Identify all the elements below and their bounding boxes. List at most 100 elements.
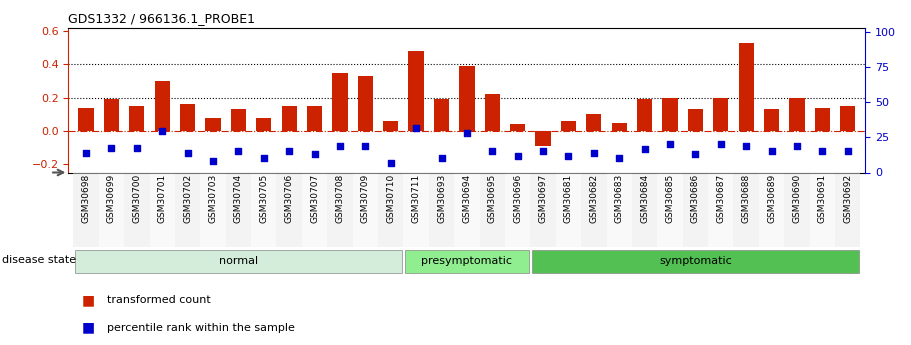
Bar [561,121,576,131]
Point [840,148,855,154]
Bar [607,172,632,247]
Bar [759,172,784,247]
Bar [277,172,302,247]
Bar [256,118,271,131]
Text: symptomatic: symptomatic [659,256,732,266]
Bar [104,99,119,131]
Text: GSM30690: GSM30690 [793,174,802,223]
Bar [180,104,195,131]
Bar [739,42,753,131]
Text: GSM30707: GSM30707 [310,174,319,223]
Point [358,143,373,149]
Text: disease state: disease state [2,256,76,265]
Text: GSM30703: GSM30703 [209,174,218,223]
Bar [455,172,479,247]
Point [713,141,728,147]
Point [435,155,449,160]
Bar [586,114,601,131]
Bar [353,172,378,247]
Text: GSM30700: GSM30700 [132,174,141,223]
Point [281,148,296,154]
Bar [662,98,678,131]
Bar [281,106,297,131]
Bar [784,172,810,247]
Bar [358,76,373,131]
Point [104,145,118,150]
Point [790,143,804,149]
Text: GSM30684: GSM30684 [640,174,650,223]
Bar [459,66,475,131]
Bar [98,172,124,247]
Text: GSM30710: GSM30710 [386,174,395,223]
Point [764,148,779,154]
Bar [556,172,581,247]
Bar [713,98,729,131]
Text: GSM30706: GSM30706 [284,174,293,223]
Bar [434,99,449,131]
Bar [78,108,94,131]
Text: presymptomatic: presymptomatic [422,256,512,266]
Bar [510,124,526,131]
Text: GSM30686: GSM30686 [691,174,700,223]
Point [688,151,702,157]
Bar [302,172,327,247]
Point [180,150,195,155]
Text: GSM30692: GSM30692 [844,174,852,223]
Point [510,153,525,159]
Text: GSM30699: GSM30699 [107,174,116,223]
Text: GSM30681: GSM30681 [564,174,573,223]
Bar [251,172,277,247]
Point [231,148,246,154]
Point [129,145,144,150]
Point [206,158,220,164]
FancyBboxPatch shape [404,250,529,273]
Bar [124,172,149,247]
Point [333,143,347,149]
Bar [505,172,530,247]
Text: GSM30691: GSM30691 [818,174,827,223]
Bar [226,172,251,247]
Point [815,148,830,154]
Bar [789,98,804,131]
Bar [408,51,424,131]
Bar [155,81,169,131]
Text: percentile rank within the sample: percentile rank within the sample [107,323,295,333]
Text: GSM30682: GSM30682 [589,174,599,223]
Point [409,125,424,130]
Bar [835,172,860,247]
Bar [536,131,550,146]
Bar [688,109,703,131]
Bar [530,172,556,247]
Text: GSM30687: GSM30687 [716,174,725,223]
Text: GSM30685: GSM30685 [665,174,674,223]
Point [155,128,169,134]
Text: GSM30683: GSM30683 [615,174,624,223]
Point [638,146,652,152]
Text: ■: ■ [82,321,95,335]
Bar [682,172,708,247]
Bar [632,172,657,247]
Point [257,155,271,160]
Bar [479,172,505,247]
Bar [840,106,855,131]
Text: GSM30695: GSM30695 [487,174,496,223]
Text: GSM30708: GSM30708 [335,174,344,223]
Bar [129,106,145,131]
Point [612,155,627,160]
Text: GSM30689: GSM30689 [767,174,776,223]
Point [561,153,576,159]
Text: GSM30702: GSM30702 [183,174,192,223]
Text: GSM30698: GSM30698 [82,174,90,223]
Point [79,150,94,155]
Text: GSM30709: GSM30709 [361,174,370,223]
Text: normal: normal [219,256,258,266]
Bar [384,121,398,131]
Text: GSM30693: GSM30693 [437,174,446,223]
Bar [764,109,779,131]
Text: GSM30694: GSM30694 [463,174,471,223]
Text: GSM30701: GSM30701 [158,174,167,223]
Bar [404,172,429,247]
Point [536,148,550,154]
Text: GSM30711: GSM30711 [412,174,421,223]
Point [384,160,398,165]
